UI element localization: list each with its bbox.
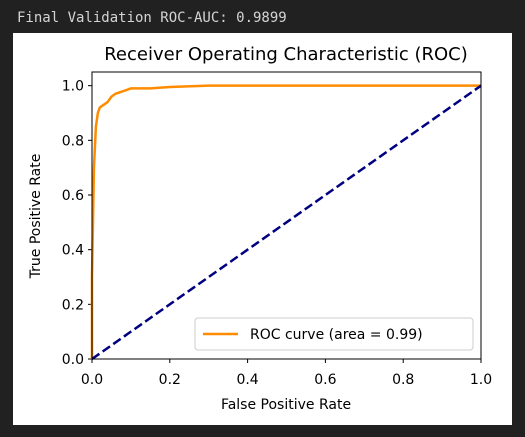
y-tick-label: 0.6 xyxy=(62,188,84,204)
x-tick-label: 0.8 xyxy=(392,372,414,388)
x-axis-label: False Positive Rate xyxy=(221,397,351,413)
y-tick-label: 0.0 xyxy=(62,352,84,368)
legend-label: ROC curve (area = 0.99) xyxy=(250,327,423,343)
x-tick-label: 0.2 xyxy=(159,372,181,388)
y-tick-label: 0.2 xyxy=(62,297,84,313)
x-tick-label: 0.6 xyxy=(314,372,336,388)
x-tick-label: 0.0 xyxy=(81,372,103,388)
y-tick-label: 0.4 xyxy=(62,243,84,259)
y-tick-label: 0.8 xyxy=(62,133,84,149)
y-axis-label: True Positive Rate xyxy=(28,154,44,280)
y-tick-label: 1.0 xyxy=(62,79,84,95)
x-tick-label: 0.4 xyxy=(236,372,258,388)
x-tick-label: 1.0 xyxy=(470,372,492,388)
chart-title: Receiver Operating Characteristic (ROC) xyxy=(104,44,468,65)
legend-box xyxy=(194,317,474,351)
line-series xyxy=(90,84,481,359)
legend: ROC curve (area = 0.99) xyxy=(194,317,474,351)
figure-panel xyxy=(13,33,512,425)
plot-frame xyxy=(91,71,482,360)
output-text: Final Validation ROC-AUC: 0.9899 xyxy=(17,10,287,26)
line-series xyxy=(91,84,482,361)
